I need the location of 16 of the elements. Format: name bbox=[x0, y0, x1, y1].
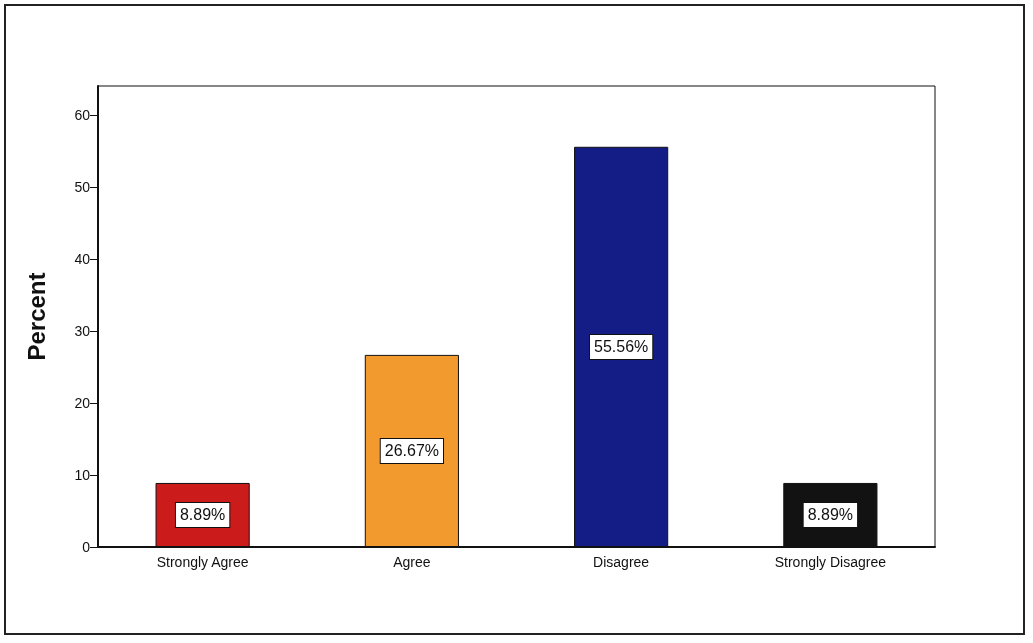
x-tick-label: Strongly Agree bbox=[156, 554, 249, 570]
x-tick-label: Disagree bbox=[593, 554, 650, 570]
x-tick-label: Strongly Disagree bbox=[774, 554, 887, 570]
data-label: 8.89% bbox=[807, 506, 854, 524]
y-tick-label: 50 bbox=[74, 178, 91, 195]
y-tick-label: 0 bbox=[82, 539, 91, 555]
y-tick-label: 40 bbox=[74, 250, 91, 267]
data-label: 8.89% bbox=[179, 506, 226, 524]
y-tick-label: 10 bbox=[74, 466, 91, 483]
data-label: 55.56% bbox=[593, 338, 649, 356]
y-tick-label: 60 bbox=[74, 106, 91, 123]
data-label: 26.67% bbox=[384, 442, 440, 460]
y-axis-title: Percent bbox=[22, 272, 50, 361]
y-tick-label: 30 bbox=[74, 322, 91, 339]
y-tick-label: 20 bbox=[74, 394, 91, 411]
x-tick-label: Agree bbox=[393, 554, 431, 570]
